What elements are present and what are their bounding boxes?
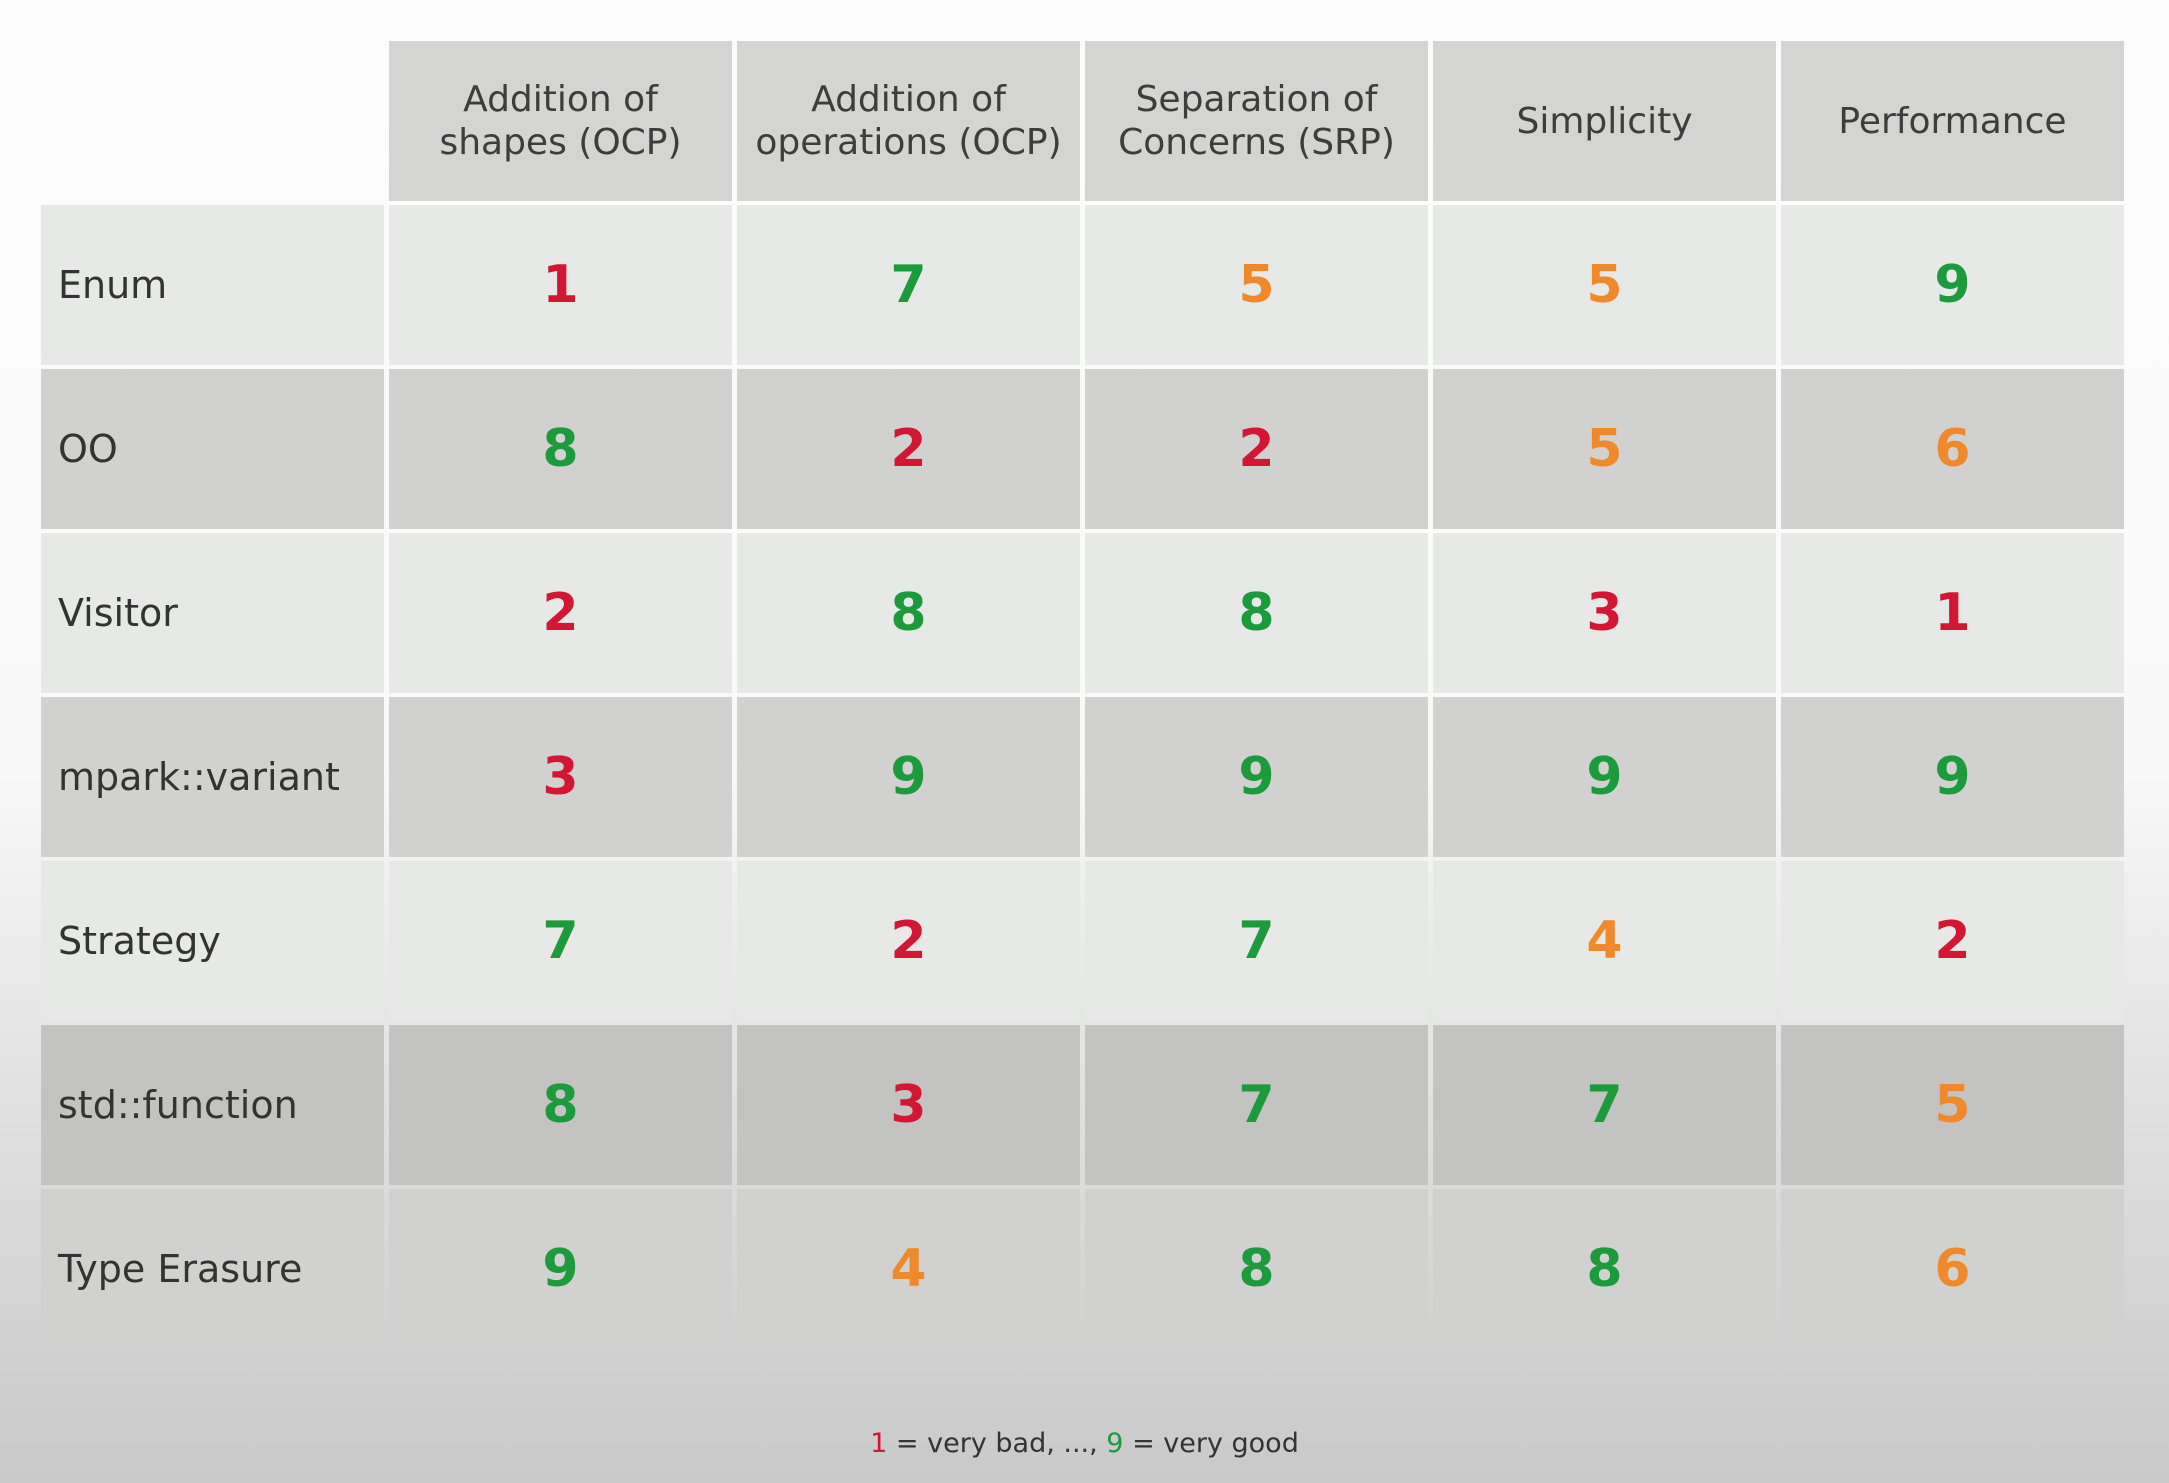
- column-header-separation: Separation of Concerns (SRP): [1085, 41, 1428, 201]
- column-header-simplicity: Simplicity: [1433, 41, 1776, 201]
- score-cell: 5: [1433, 369, 1776, 529]
- score-cell: 4: [737, 1189, 1080, 1349]
- column-header-performance: Performance: [1781, 41, 2124, 201]
- row-label-visitor: Visitor: [41, 533, 384, 693]
- score-cell: 5: [1781, 1025, 2124, 1185]
- legend-low-value: 1: [870, 1428, 888, 1459]
- legend-low-text: = very bad, ...,: [887, 1428, 1107, 1459]
- score-cell: 3: [389, 697, 732, 857]
- score-cell: 9: [1433, 697, 1776, 857]
- score-cell: 7: [1085, 861, 1428, 1021]
- row-label-type-erasure: Type Erasure: [41, 1189, 384, 1349]
- score-cell: 7: [389, 861, 732, 1021]
- score-cell: 1: [389, 205, 732, 365]
- score-cell: 2: [1781, 861, 2124, 1021]
- score-cell: 6: [1781, 369, 2124, 529]
- score-cell: 6: [1781, 1189, 2124, 1349]
- score-cell: 7: [737, 205, 1080, 365]
- score-cell: 7: [1433, 1025, 1776, 1185]
- score-cell: 9: [1781, 205, 2124, 365]
- score-cell: 5: [1085, 205, 1428, 365]
- table-corner: [41, 41, 384, 201]
- row-label-oo: OO: [41, 369, 384, 529]
- score-cell: 8: [1433, 1189, 1776, 1349]
- score-cell: 2: [737, 861, 1080, 1021]
- score-cell: 9: [1085, 697, 1428, 857]
- score-cell: 8: [1085, 1189, 1428, 1349]
- comparison-table: Addition of shapes (OCP) Addition of ope…: [41, 41, 2124, 1349]
- score-cell: 8: [1085, 533, 1428, 693]
- score-cell: 9: [389, 1189, 732, 1349]
- score-cell: 8: [389, 369, 732, 529]
- column-header-shapes: Addition of shapes (OCP): [389, 41, 732, 201]
- row-label-std-function: std::function: [41, 1025, 384, 1185]
- legend-high-text: = very good: [1123, 1428, 1299, 1459]
- row-label-strategy: Strategy: [41, 861, 384, 1021]
- score-cell: 9: [1781, 697, 2124, 857]
- score-cell: 1: [1781, 533, 2124, 693]
- score-cell: 3: [737, 1025, 1080, 1185]
- score-cell: 7: [1085, 1025, 1428, 1185]
- score-cell: 9: [737, 697, 1080, 857]
- legend-high-value: 9: [1106, 1428, 1124, 1459]
- score-cell: 3: [1433, 533, 1776, 693]
- score-cell: 2: [1085, 369, 1428, 529]
- row-label-mpark-variant: mpark::variant: [41, 697, 384, 857]
- score-cell: 2: [737, 369, 1080, 529]
- score-cell: 4: [1433, 861, 1776, 1021]
- rating-legend: 1 = very bad, ..., 9 = very good: [0, 1428, 2169, 1459]
- score-cell: 8: [389, 1025, 732, 1185]
- row-label-enum: Enum: [41, 205, 384, 365]
- score-cell: 2: [389, 533, 732, 693]
- score-cell: 8: [737, 533, 1080, 693]
- column-header-operations: Addition of operations (OCP): [737, 41, 1080, 201]
- score-cell: 5: [1433, 205, 1776, 365]
